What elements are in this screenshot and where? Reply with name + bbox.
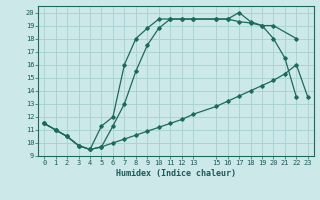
X-axis label: Humidex (Indice chaleur): Humidex (Indice chaleur) (116, 169, 236, 178)
